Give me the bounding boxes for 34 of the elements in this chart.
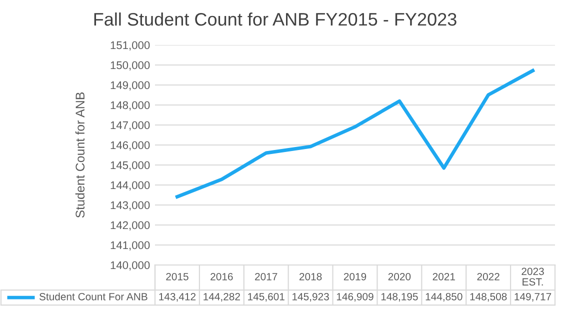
data-label: 145,923 — [292, 292, 329, 302]
line-series — [175, 68, 535, 198]
data-label: 148,195 — [381, 292, 418, 302]
x-tick-label: 2020 — [388, 272, 411, 280]
x-tick-label: 2019 — [344, 272, 366, 280]
y-tick-label: 143,000 — [110, 201, 150, 210]
data-label: 146,909 — [336, 292, 374, 302]
chart-title: Fall Student Count for ANB FY2015 - FY2023 — [94, 12, 456, 26]
data-label: 148,508 — [470, 292, 507, 302]
y-tick-label: 151,000 — [110, 41, 150, 50]
y-tick-label: 147,000 — [110, 121, 150, 130]
y-tick-label: 141,000 — [110, 241, 150, 250]
y-tick-label: 144,000 — [110, 181, 150, 190]
data-label: 149,717 — [514, 292, 552, 302]
data-label: 145,601 — [248, 292, 284, 302]
legend-label: Student Count For ANB — [39, 292, 148, 300]
y-tick-label: 140,000 — [110, 261, 150, 270]
x-tick-label: 2017 — [255, 272, 278, 280]
x-tick-label: 2023 EST. — [522, 268, 544, 286]
x-tick-label: 2015 — [166, 272, 188, 280]
data-label: 144,282 — [204, 292, 240, 302]
y-tick-label: 145,000 — [110, 161, 150, 170]
y-tick-label: 149,000 — [110, 81, 150, 90]
x-tick-label: 2022 — [477, 272, 500, 280]
y-tick-label: 150,000 — [110, 61, 150, 70]
data-label: 144,850 — [426, 292, 462, 302]
y-tick-label: 142,000 — [110, 221, 150, 230]
data-label: 143,412 — [159, 292, 196, 302]
x-tick-label: 2016 — [210, 272, 233, 280]
y-tick-label: 148,000 — [110, 101, 150, 110]
x-tick-label: 2021 — [432, 272, 455, 280]
x-tick-label: 2018 — [299, 272, 322, 280]
y-axis-title: Student Count for ANB — [75, 92, 85, 218]
y-tick-label: 146,000 — [110, 141, 150, 150]
